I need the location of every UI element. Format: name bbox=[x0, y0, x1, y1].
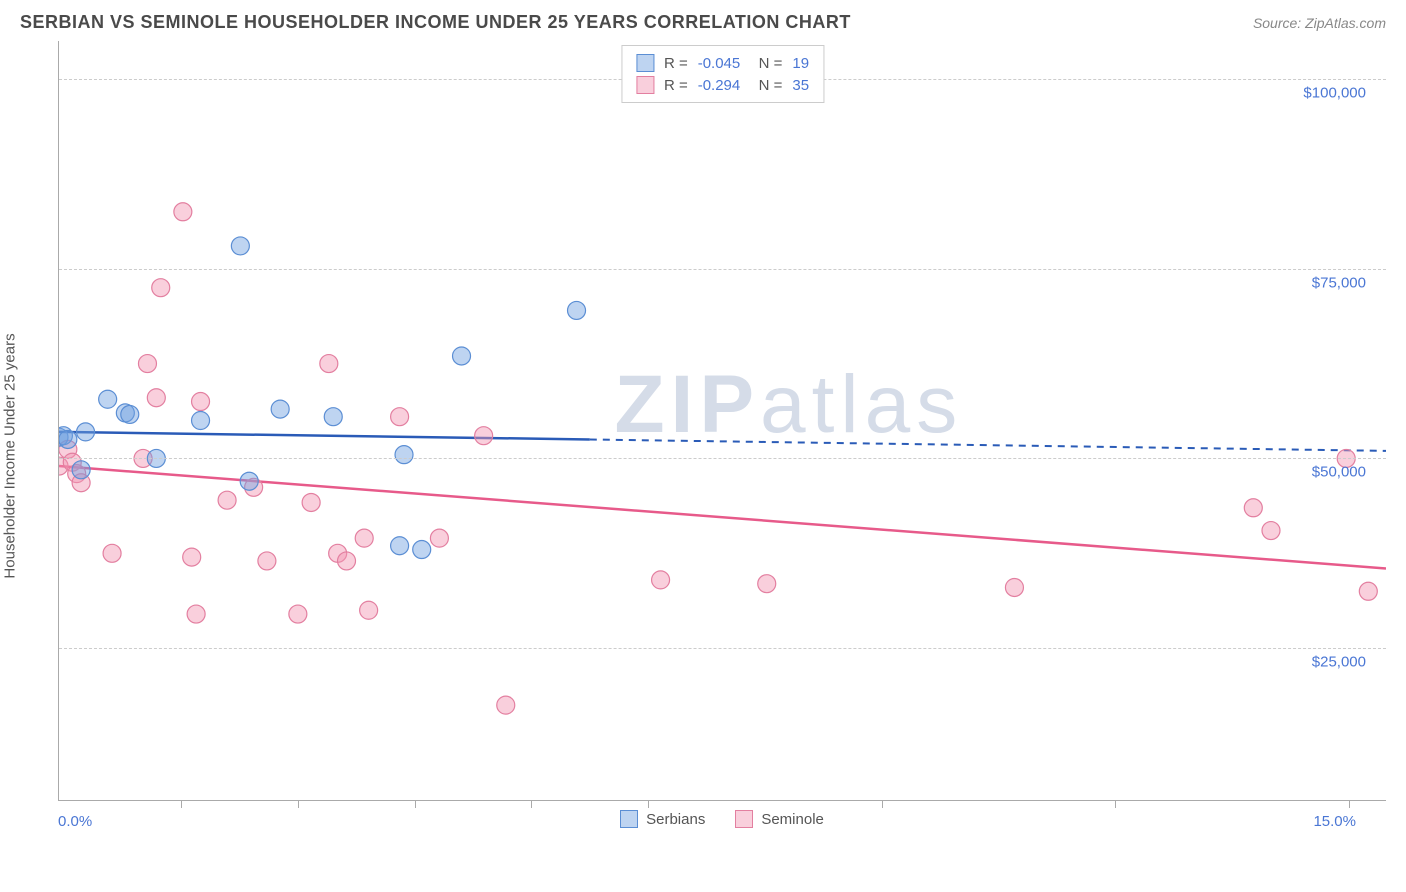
r-value: -0.045 bbox=[698, 55, 741, 72]
x-tick bbox=[1115, 800, 1116, 808]
y-tick-label: $100,000 bbox=[1303, 84, 1366, 101]
legend-label: Seminole bbox=[761, 811, 824, 828]
y-tick-label: $25,000 bbox=[1312, 654, 1366, 671]
y-tick-label: $50,000 bbox=[1312, 464, 1366, 481]
chart-header: SERBIAN VS SEMINOLE HOUSEHOLDER INCOME U… bbox=[0, 0, 1406, 37]
legend-label: Serbians bbox=[646, 811, 705, 828]
x-tick bbox=[298, 800, 299, 808]
correlation-legend-row: R = -0.294 N = 35 bbox=[636, 74, 809, 96]
legend-swatch bbox=[636, 54, 654, 72]
y-axis-label: Householder Income Under 25 years bbox=[2, 333, 19, 578]
x-tick bbox=[648, 800, 649, 808]
gridline bbox=[59, 648, 1386, 649]
source-attribution: Source: ZipAtlas.com bbox=[1253, 15, 1386, 31]
n-label: N = bbox=[750, 77, 782, 94]
n-value: 19 bbox=[792, 55, 809, 72]
n-label: N = bbox=[750, 55, 782, 72]
x-tick bbox=[1349, 800, 1350, 808]
correlation-legend: R = -0.045 N = 19 R = -0.294 N = 35 bbox=[621, 45, 824, 103]
legend-item: Seminole bbox=[735, 810, 824, 828]
legend-swatch bbox=[636, 76, 654, 94]
legend-swatch bbox=[735, 810, 753, 828]
gridline bbox=[59, 458, 1386, 459]
chart-title: SERBIAN VS SEMINOLE HOUSEHOLDER INCOME U… bbox=[20, 12, 851, 33]
x-tick bbox=[181, 800, 182, 808]
bottom-legend-inner: Serbians Seminole bbox=[620, 810, 824, 828]
x-tick bbox=[882, 800, 883, 808]
x-tick bbox=[415, 800, 416, 808]
chart-container: Householder Income Under 25 years ZIPatl… bbox=[20, 41, 1386, 871]
correlation-legend-row: R = -0.045 N = 19 bbox=[636, 52, 809, 74]
n-value: 35 bbox=[792, 77, 809, 94]
plot-area: ZIPatlas R = -0.045 N = 19 R = -0.294 N … bbox=[58, 41, 1386, 801]
r-value: -0.294 bbox=[698, 77, 741, 94]
plot-svg bbox=[59, 41, 1386, 800]
x-tick bbox=[531, 800, 532, 808]
r-label: R = bbox=[664, 77, 688, 94]
legend-swatch bbox=[620, 810, 638, 828]
y-tick-label: $75,000 bbox=[1312, 274, 1366, 291]
bottom-legend: Serbians Seminole bbox=[58, 810, 1386, 833]
r-label: R = bbox=[664, 55, 688, 72]
legend-item: Serbians bbox=[620, 810, 705, 828]
gridline bbox=[59, 269, 1386, 270]
